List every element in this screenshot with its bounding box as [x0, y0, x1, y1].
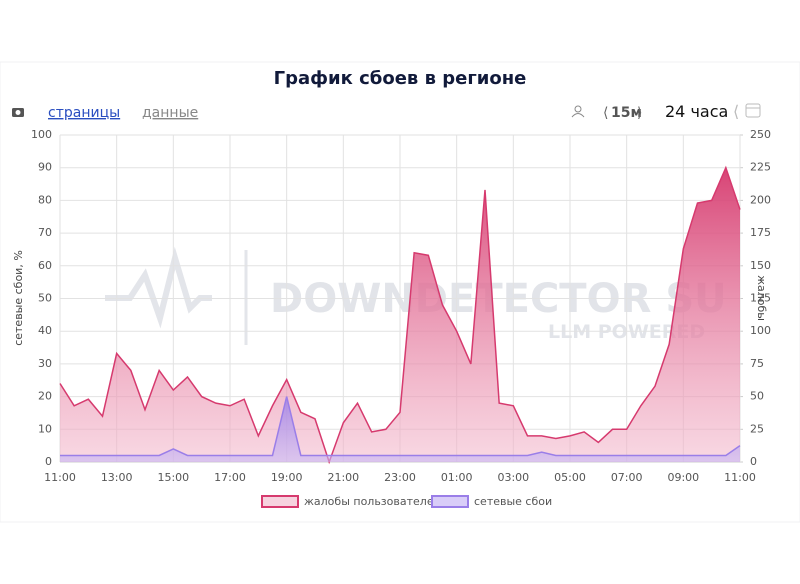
- legend-label: жалобы пользователей: [304, 495, 441, 508]
- y2-tick-label: 125: [750, 292, 771, 305]
- x-tick-label: 09:00: [667, 471, 699, 484]
- x-tick-label: 05:00: [554, 471, 586, 484]
- x-tick-label: 19:00: [271, 471, 303, 484]
- y-tick-label: 0: [45, 455, 52, 468]
- interval[interactable]: 15м: [611, 105, 642, 121]
- x-tick-label: 11:00: [44, 471, 76, 484]
- tab[interactable]: данные: [142, 105, 198, 121]
- y-tick-label: 90: [38, 161, 52, 174]
- x-tick-label: 17:00: [214, 471, 246, 484]
- period-prev[interactable]: ⟨: [733, 102, 739, 121]
- y2-tick-label: 200: [750, 193, 771, 206]
- x-tick-label: 01:00: [441, 471, 473, 484]
- y-tick-label: 10: [38, 422, 52, 435]
- y2-tick-label: 175: [750, 226, 771, 239]
- y2-axis-label: жалобы: [755, 275, 768, 321]
- legend-label: сетевые сбои: [474, 495, 552, 508]
- y-tick-label: 70: [38, 226, 52, 239]
- user-icon: [571, 105, 585, 118]
- y-tick-label: 100: [31, 128, 52, 141]
- legend-swatch: [261, 495, 299, 508]
- y2-tick-label: 75: [750, 357, 764, 370]
- y2-tick-label: 100: [750, 324, 771, 337]
- y-tick-label: 40: [38, 324, 52, 337]
- y-axis-label: сетевые сбои, %: [12, 250, 25, 346]
- interval-next[interactable]: ⟩: [637, 105, 642, 121]
- x-tick-label: 11:00: [724, 471, 756, 484]
- legend-swatch: [431, 495, 469, 508]
- y-tick-label: 80: [38, 193, 52, 206]
- area: [60, 167, 740, 462]
- x-tick-label: 13:00: [101, 471, 133, 484]
- y2-tick-label: 50: [750, 390, 764, 403]
- x-tick-label: 03:00: [497, 471, 529, 484]
- y2-tick-label: 25: [750, 422, 764, 435]
- tab[interactable]: страницы: [48, 105, 120, 121]
- y2-tick-label: 0: [750, 455, 757, 468]
- x-tick-label: 15:00: [157, 471, 189, 484]
- y-tick-label: 60: [38, 259, 52, 272]
- period[interactable]: 24 часа: [665, 102, 728, 121]
- x-tick-label: 07:00: [611, 471, 643, 484]
- chart-title: График сбоев в регионе: [274, 68, 527, 89]
- calendar-icon[interactable]: [745, 103, 761, 118]
- y2-tick-label: 150: [750, 259, 771, 272]
- camera-icon[interactable]: [12, 108, 24, 117]
- y-tick-label: 30: [38, 357, 52, 370]
- line: [60, 396, 741, 457]
- interval-prev[interactable]: ⟨: [603, 105, 608, 121]
- x-tick-label: 21:00: [327, 471, 359, 484]
- line: [59, 165, 741, 465]
- y-tick-label: 20: [38, 390, 52, 403]
- y2-tick-label: 250: [750, 128, 771, 141]
- y2-tick-label: 225: [750, 161, 771, 174]
- x-tick-label: 23:00: [384, 471, 416, 484]
- y-tick-label: 50: [38, 292, 52, 305]
